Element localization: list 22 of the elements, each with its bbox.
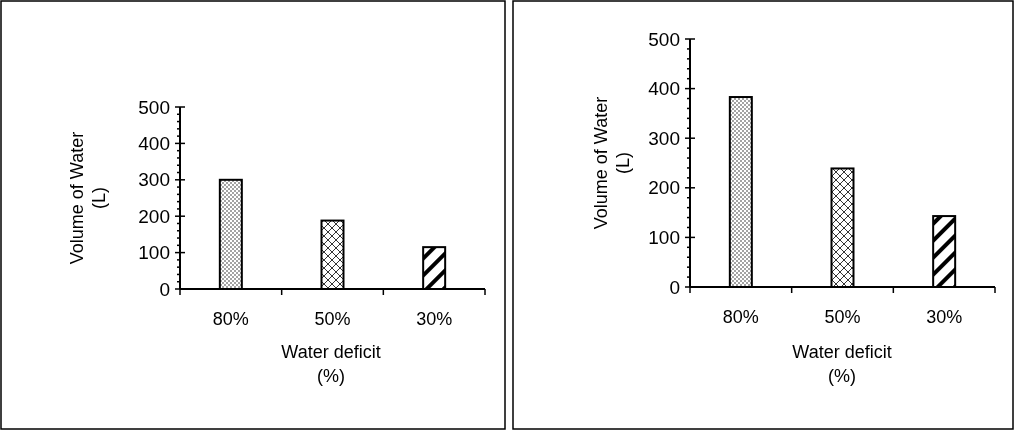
y-tick-label: 500 bbox=[648, 28, 680, 50]
x-tick-label: 30% bbox=[416, 309, 453, 329]
x-tick-label: 50% bbox=[824, 307, 861, 327]
y-tick-label: 400 bbox=[648, 78, 680, 100]
x-axis-title: Water deficit (%) bbox=[792, 342, 892, 386]
y-tick-label: 300 bbox=[138, 169, 170, 191]
x-tick-label: 80% bbox=[722, 307, 759, 327]
y-tick-label: 200 bbox=[648, 177, 680, 199]
y-tick-label: 100 bbox=[138, 242, 170, 264]
y-tick-label: 300 bbox=[648, 127, 680, 149]
y-tick-label: 100 bbox=[648, 227, 680, 249]
x-axis-title: Water deficit (%) bbox=[281, 342, 381, 386]
x-tick-label: 30% bbox=[926, 307, 963, 327]
y-tick-label: 500 bbox=[138, 96, 170, 118]
y-axis-title: Volume of Water (L) bbox=[67, 131, 109, 265]
x-tick-label: 80% bbox=[212, 309, 249, 329]
y-tick-label: 0 bbox=[669, 276, 680, 298]
y-axis-title: Volume of Water (L) bbox=[591, 96, 633, 230]
y-tick-label: 200 bbox=[138, 205, 170, 227]
y-tick-label: 400 bbox=[138, 133, 170, 155]
x-tick-label: 50% bbox=[314, 309, 351, 329]
y-tick-label: 0 bbox=[159, 278, 170, 300]
